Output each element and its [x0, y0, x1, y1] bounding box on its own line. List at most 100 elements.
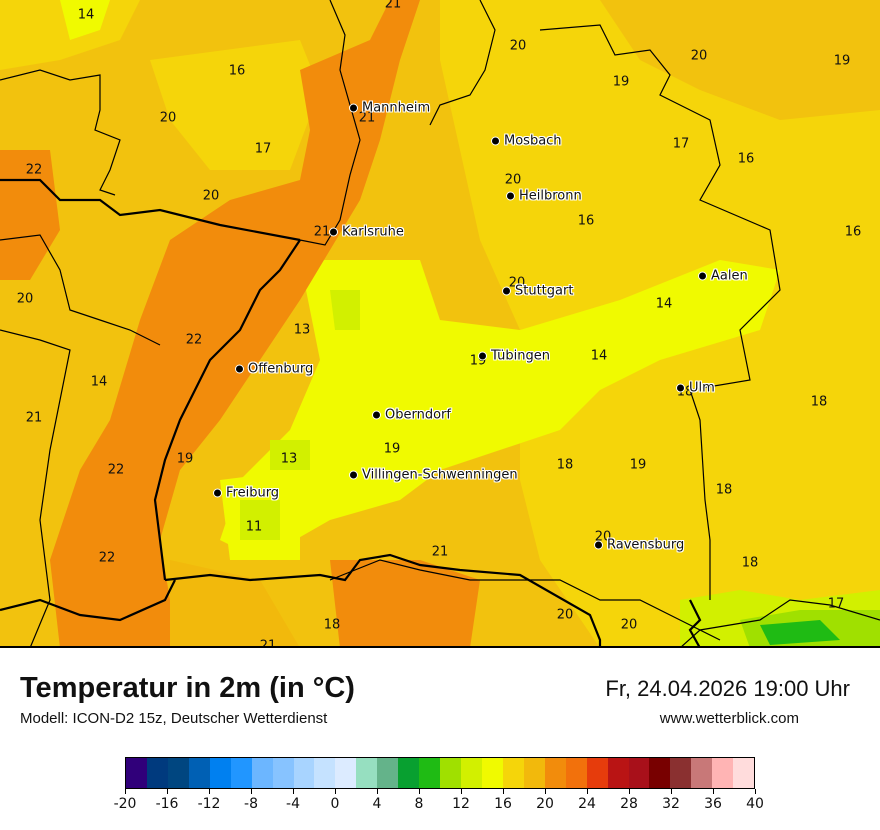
legend-tick-label: 28 — [620, 796, 638, 812]
city-name: Ravensburg — [607, 537, 685, 553]
city-marker: Ulm — [676, 381, 715, 396]
legend-color-swatch — [440, 758, 461, 788]
city-marker: Villingen-Schwenningen — [349, 468, 518, 483]
temperature-value: 22 — [98, 550, 116, 566]
legend-tick-label: 8 — [414, 796, 424, 812]
legend-color-swatch — [146, 758, 168, 788]
forecast-datetime: Fr, 24.04.2026 19:00 Uhr — [605, 676, 850, 701]
temperature-value: 18 — [741, 555, 759, 571]
legend-tick-label: 36 — [704, 796, 722, 812]
legend-tick-mark — [461, 789, 462, 794]
city-dot-icon — [213, 488, 222, 498]
temperature-value: 18 — [810, 394, 828, 410]
legend-color-swatch — [126, 758, 147, 788]
city-dot-icon — [506, 191, 515, 201]
legend-color-swatch — [691, 758, 713, 788]
temperature-value: 21 — [259, 638, 277, 648]
legend-tick-mark — [503, 789, 504, 794]
legend-color-swatch — [230, 758, 252, 788]
legend-color-swatch — [419, 758, 441, 788]
city-name: Karlsruhe — [342, 224, 404, 240]
legend-color-swatch — [209, 758, 231, 788]
temperature-value: 19 — [833, 53, 851, 69]
city-marker: Tübingen — [478, 349, 550, 364]
temperature-value: 17 — [672, 136, 690, 152]
temperature-value: 17 — [827, 596, 845, 612]
temperature-value: 20 — [620, 617, 638, 633]
temperature-value: 14 — [655, 296, 673, 312]
legend-color-swatch — [314, 758, 336, 788]
city-name: Freiburg — [226, 485, 280, 501]
temperature-value: 22 — [25, 162, 43, 178]
legend-tick-label: -12 — [197, 796, 221, 812]
temperature-value: 14 — [90, 374, 108, 390]
legend-tick-label: 4 — [372, 796, 382, 812]
temperature-value: 19 — [629, 457, 647, 473]
city-name: Heilbronn — [519, 188, 582, 204]
city-marker: Freiburg — [213, 486, 279, 501]
temperature-value: 20 — [508, 275, 526, 291]
legend-color-swatch — [565, 758, 587, 788]
legend-color-swatch — [523, 758, 545, 788]
temperature-value: 14 — [77, 7, 95, 23]
legend-tick-mark — [377, 789, 378, 794]
temperature-value: 21 — [384, 0, 402, 12]
legend-tick-mark — [587, 789, 588, 794]
temperature-value: 20 — [556, 607, 574, 623]
legend-color-swatch — [712, 758, 734, 788]
color-legend-bar — [125, 757, 755, 789]
legend-color-swatch — [733, 758, 755, 788]
city-name: Aalen — [711, 268, 748, 284]
city-name: Offenburg — [248, 361, 314, 377]
temperature-value: 13 — [293, 322, 311, 338]
temperature-value: 17 — [254, 141, 272, 157]
legend-color-swatch — [461, 758, 482, 788]
city-name: Mosbach — [504, 133, 562, 149]
temperature-value: 18 — [556, 457, 574, 473]
temperature-map: 14 21 20 20 19 16 19 20 21 17 17 16 22 20 20 16 21 16 20 20… — [0, 0, 880, 648]
city-name: Oberndorf — [385, 407, 451, 423]
city-dot-icon — [235, 364, 244, 374]
legend-color-swatch — [356, 758, 378, 788]
city-name: Villingen-Schwenningen — [362, 467, 518, 483]
temperature-value: 19 — [612, 74, 630, 90]
legend-tick-label: 16 — [494, 796, 512, 812]
legend-tick-mark — [671, 789, 672, 794]
temperature-value: 21 — [358, 110, 376, 126]
legend-tick-mark — [755, 789, 756, 794]
temperature-value: 22 — [107, 462, 125, 478]
temperature-value: 16 — [228, 63, 246, 79]
legend-color-swatch — [251, 758, 273, 788]
temperature-value: 20 — [16, 291, 34, 307]
temperature-value: 19 — [383, 441, 401, 457]
temperature-value: 20 — [509, 38, 527, 54]
legend-tick-mark — [335, 789, 336, 794]
city-dot-icon — [676, 383, 685, 393]
temperature-value: 18 — [715, 482, 733, 498]
city-dot-icon — [502, 286, 511, 296]
legend-tick-mark — [545, 789, 546, 794]
temperature-value: 22 — [185, 332, 203, 348]
legend-color-swatch — [628, 758, 650, 788]
temperature-value: 18 — [323, 617, 341, 633]
legend-color-swatch — [607, 758, 629, 788]
city-marker: Aalen — [698, 269, 748, 284]
city-marker: Mosbach — [491, 134, 562, 149]
city-marker: Offenburg — [235, 362, 313, 377]
city-dot-icon — [478, 351, 487, 361]
temperature-value: 11 — [245, 519, 263, 535]
legend-color-swatch — [293, 758, 315, 788]
city-name: Ulm — [689, 380, 715, 396]
temperature-field — [0, 0, 880, 646]
city-marker: Heilbronn — [506, 189, 582, 204]
legend-color-swatch — [502, 758, 524, 788]
website-link[interactable]: www.wetterblick.com — [659, 710, 799, 727]
temperature-value: 20 — [594, 529, 612, 545]
legend-color-swatch — [544, 758, 566, 788]
legend-tick-mark — [125, 789, 126, 794]
city-name: Stuttgart — [515, 283, 574, 299]
legend-color-swatch — [670, 758, 692, 788]
temperature-value: 20 — [690, 48, 708, 64]
legend-tick-mark — [293, 789, 294, 794]
legend-tick-label: 20 — [536, 796, 554, 812]
